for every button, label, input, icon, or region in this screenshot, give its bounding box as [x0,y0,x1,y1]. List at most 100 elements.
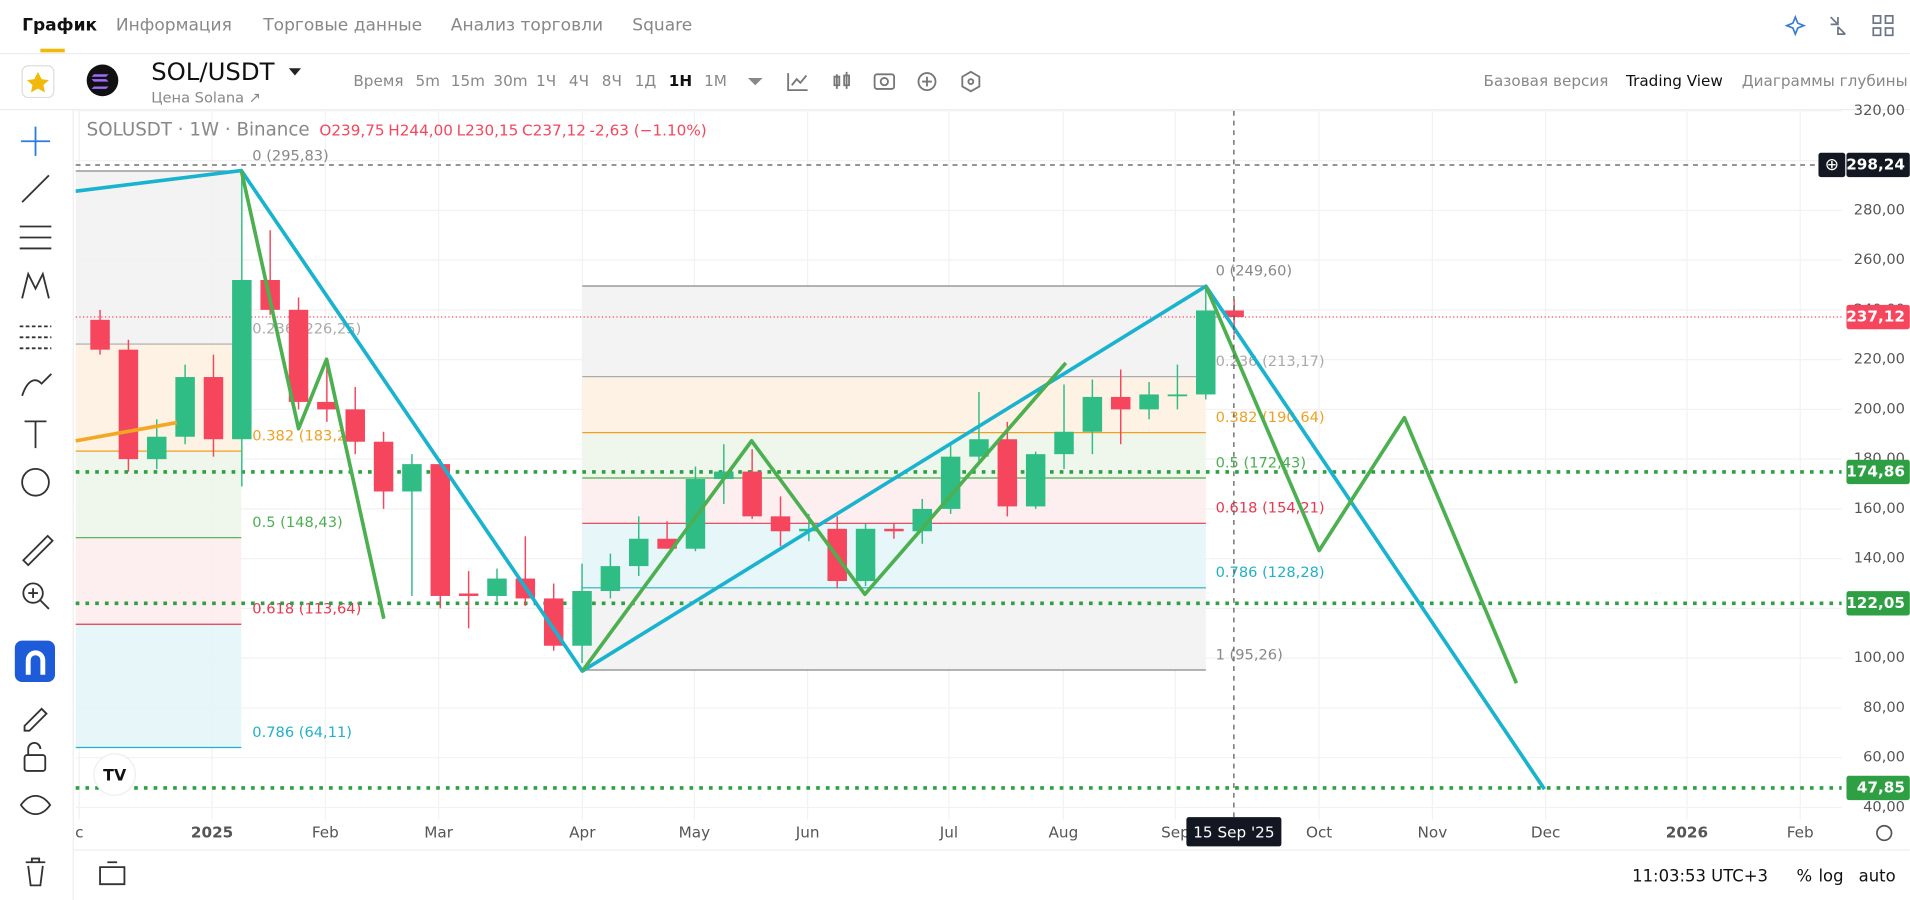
zigzag-line [239,170,386,620]
visibility-tool[interactable] [19,794,52,816]
status-percent[interactable]: % [1797,866,1813,885]
y-tick-label: 80,00 [1863,699,1905,716]
fib-zone [582,285,1206,377]
candle [345,386,365,455]
lock-draw-tool[interactable] [23,707,48,732]
interval-dropdown[interactable] [747,77,763,86]
x-tick-label: May [679,824,710,842]
view-option[interactable]: Диаграммы глубины [1742,72,1908,90]
interval[interactable]: 1Н [669,72,692,90]
interval[interactable]: 15m [451,72,485,90]
fib-zone [582,477,1206,524]
tab[interactable]: Square [632,16,692,36]
interval[interactable]: 1М [704,72,727,90]
candle-body [288,309,309,402]
lock-shackle [27,741,42,756]
candle-body [1167,394,1188,397]
candle-body [1196,310,1216,395]
status-auto[interactable]: auto [1859,866,1896,885]
add-alert-button[interactable] [1818,152,1846,178]
fib-label: 0 (249,60) [1216,262,1292,279]
text-tool[interactable] [24,420,47,449]
camera-icon[interactable] [873,73,896,90]
x-tick-label: Feb [312,824,339,842]
fib-tool[interactable] [19,225,52,250]
ruler-tool[interactable] [22,534,54,567]
collapse-icon[interactable] [1830,16,1846,35]
price-tag-label: 298,24 [1846,155,1905,173]
plot-area: 0 (295,83)0.236 (226,25)0.382 (183,22)0.… [75,110,1842,820]
status-time: 11:03:53 UTC+3 [1632,866,1768,885]
trendline-tool[interactable] [21,174,50,203]
x-tick-label: 2025 [191,824,233,842]
brush-tool[interactable] [21,373,52,397]
candle-body [430,464,451,596]
x-tick-label: Aug [1049,824,1079,842]
pattern-tool[interactable] [21,271,50,299]
interval[interactable]: 30m [493,72,527,90]
fib-label: 0.786 (64,11) [252,724,352,741]
status-log[interactable]: log [1818,866,1843,885]
x-tick-label: Feb [1787,824,1814,842]
view-option[interactable]: Базовая версия [1484,72,1609,90]
candle [487,568,507,601]
toolbar-icons[interactable] [787,70,981,93]
y-tick-label: 200,00 [1854,400,1905,417]
interval[interactable]: 1Ч [536,72,556,90]
layout-icon [1872,27,1882,37]
add-icon[interactable] [917,72,937,92]
candle-body [402,464,422,492]
chart-type-icon[interactable] [833,71,850,89]
candle [175,364,195,445]
fib-label: 0.5 (172,43) [1216,454,1306,471]
candle [1167,364,1188,410]
x-tick-label: Mar [424,824,453,842]
add-alert-icon: ⊕ [1825,155,1839,175]
view-option[interactable]: Trading View [1625,72,1723,90]
candle-body [1082,396,1103,432]
magnet-tool[interactable] [14,640,55,683]
delete-tool[interactable] [25,857,46,887]
top-right-icons[interactable] [1784,14,1894,37]
tv-logo-text: TV [103,765,127,784]
tab[interactable]: Информация [116,16,232,36]
indicator-icon[interactable] [787,73,808,92]
fib-zone [582,587,1206,670]
crosshair-tool[interactable] [20,126,51,156]
interval[interactable]: 5m [415,72,440,90]
legend-name: SOLUSDT · 1W · Binance [87,119,310,140]
replay-icon[interactable] [99,861,126,886]
fib-label: 0.382 (183,22) [252,428,361,445]
zoom-tool[interactable] [22,582,44,604]
settings-gear[interactable] [1876,824,1893,842]
symbol-subtitle[interactable]: Цена Solana ↗ [151,90,261,107]
legend-low: L230,15 [457,121,519,139]
lock-tool[interactable] [23,754,47,772]
fib-label: 0.236 (213,17) [1216,353,1325,370]
ai-icon[interactable] [1784,14,1807,37]
emoji-tool[interactable] [21,467,50,497]
interval[interactable]: Время [353,72,403,90]
settings-icon[interactable] [961,70,981,93]
tab[interactable]: Анализ торговли [451,16,603,36]
candle [1139,382,1159,420]
candle [1025,451,1046,509]
candle-body [345,409,365,442]
fib-label: 0.786 (128,28) [1216,564,1325,581]
date-tag [1186,817,1282,847]
price-tag [1846,304,1910,330]
interval[interactable]: 4Ч [569,72,589,90]
tv-logo[interactable] [93,753,136,796]
interval[interactable]: 1Д [635,72,657,90]
layout-icon[interactable] [1872,14,1882,24]
candle [232,170,252,487]
tab[interactable]: Торговые данные [262,16,422,36]
dropdown-arrow[interactable] [288,68,302,76]
candle [685,466,706,552]
interval[interactable]: 8Ч [602,72,622,90]
tab[interactable]: График [22,16,97,36]
axis-settings[interactable] [1876,824,1893,842]
x-tick-label: Apr [569,824,596,842]
symbol-pair[interactable]: SOL/USDT [151,57,274,86]
candle [1196,284,1216,400]
